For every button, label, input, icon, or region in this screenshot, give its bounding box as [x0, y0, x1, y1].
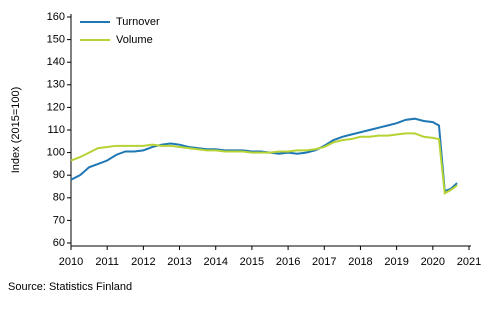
- y-tick-label: 100: [47, 147, 65, 159]
- x-tick-label: 2015: [240, 256, 264, 268]
- legend-label: Turnover: [116, 16, 160, 28]
- y-tick-label: 90: [53, 169, 65, 181]
- y-tick-label: 110: [47, 124, 65, 136]
- y-tick-label: 120: [47, 101, 65, 113]
- legend-label: Volume: [116, 34, 153, 46]
- y-tick-label: 60: [53, 237, 65, 249]
- x-tick-label: 2014: [203, 256, 227, 268]
- y-axis-label: Index (2015=100): [10, 87, 22, 174]
- line-series: [70, 117, 458, 193]
- y-tick-label: 160: [47, 11, 65, 23]
- y-tick-label: 150: [47, 34, 65, 46]
- x-tick-label: 2012: [131, 256, 155, 268]
- line-series: [70, 132, 458, 195]
- x-tick-label: 2010: [59, 256, 83, 268]
- y-tick-label: 140: [47, 56, 65, 68]
- y-tick-label: 70: [53, 214, 65, 226]
- source: Source: Statistics Finland: [8, 281, 132, 293]
- x-tick-label: 2019: [384, 256, 408, 268]
- x-tick-label: 2018: [348, 256, 372, 268]
- x-tick-label: 2017: [312, 256, 336, 268]
- x-tick-label: 2016: [276, 256, 300, 268]
- x-tick-label: 2021: [457, 256, 481, 268]
- x-tick-label: 2011: [95, 256, 119, 268]
- y-tick-label: 80: [53, 192, 65, 204]
- y-tick-label: 130: [47, 79, 65, 91]
- x-tick-label: 2020: [421, 256, 445, 268]
- x-tick-label: 2013: [167, 256, 191, 268]
